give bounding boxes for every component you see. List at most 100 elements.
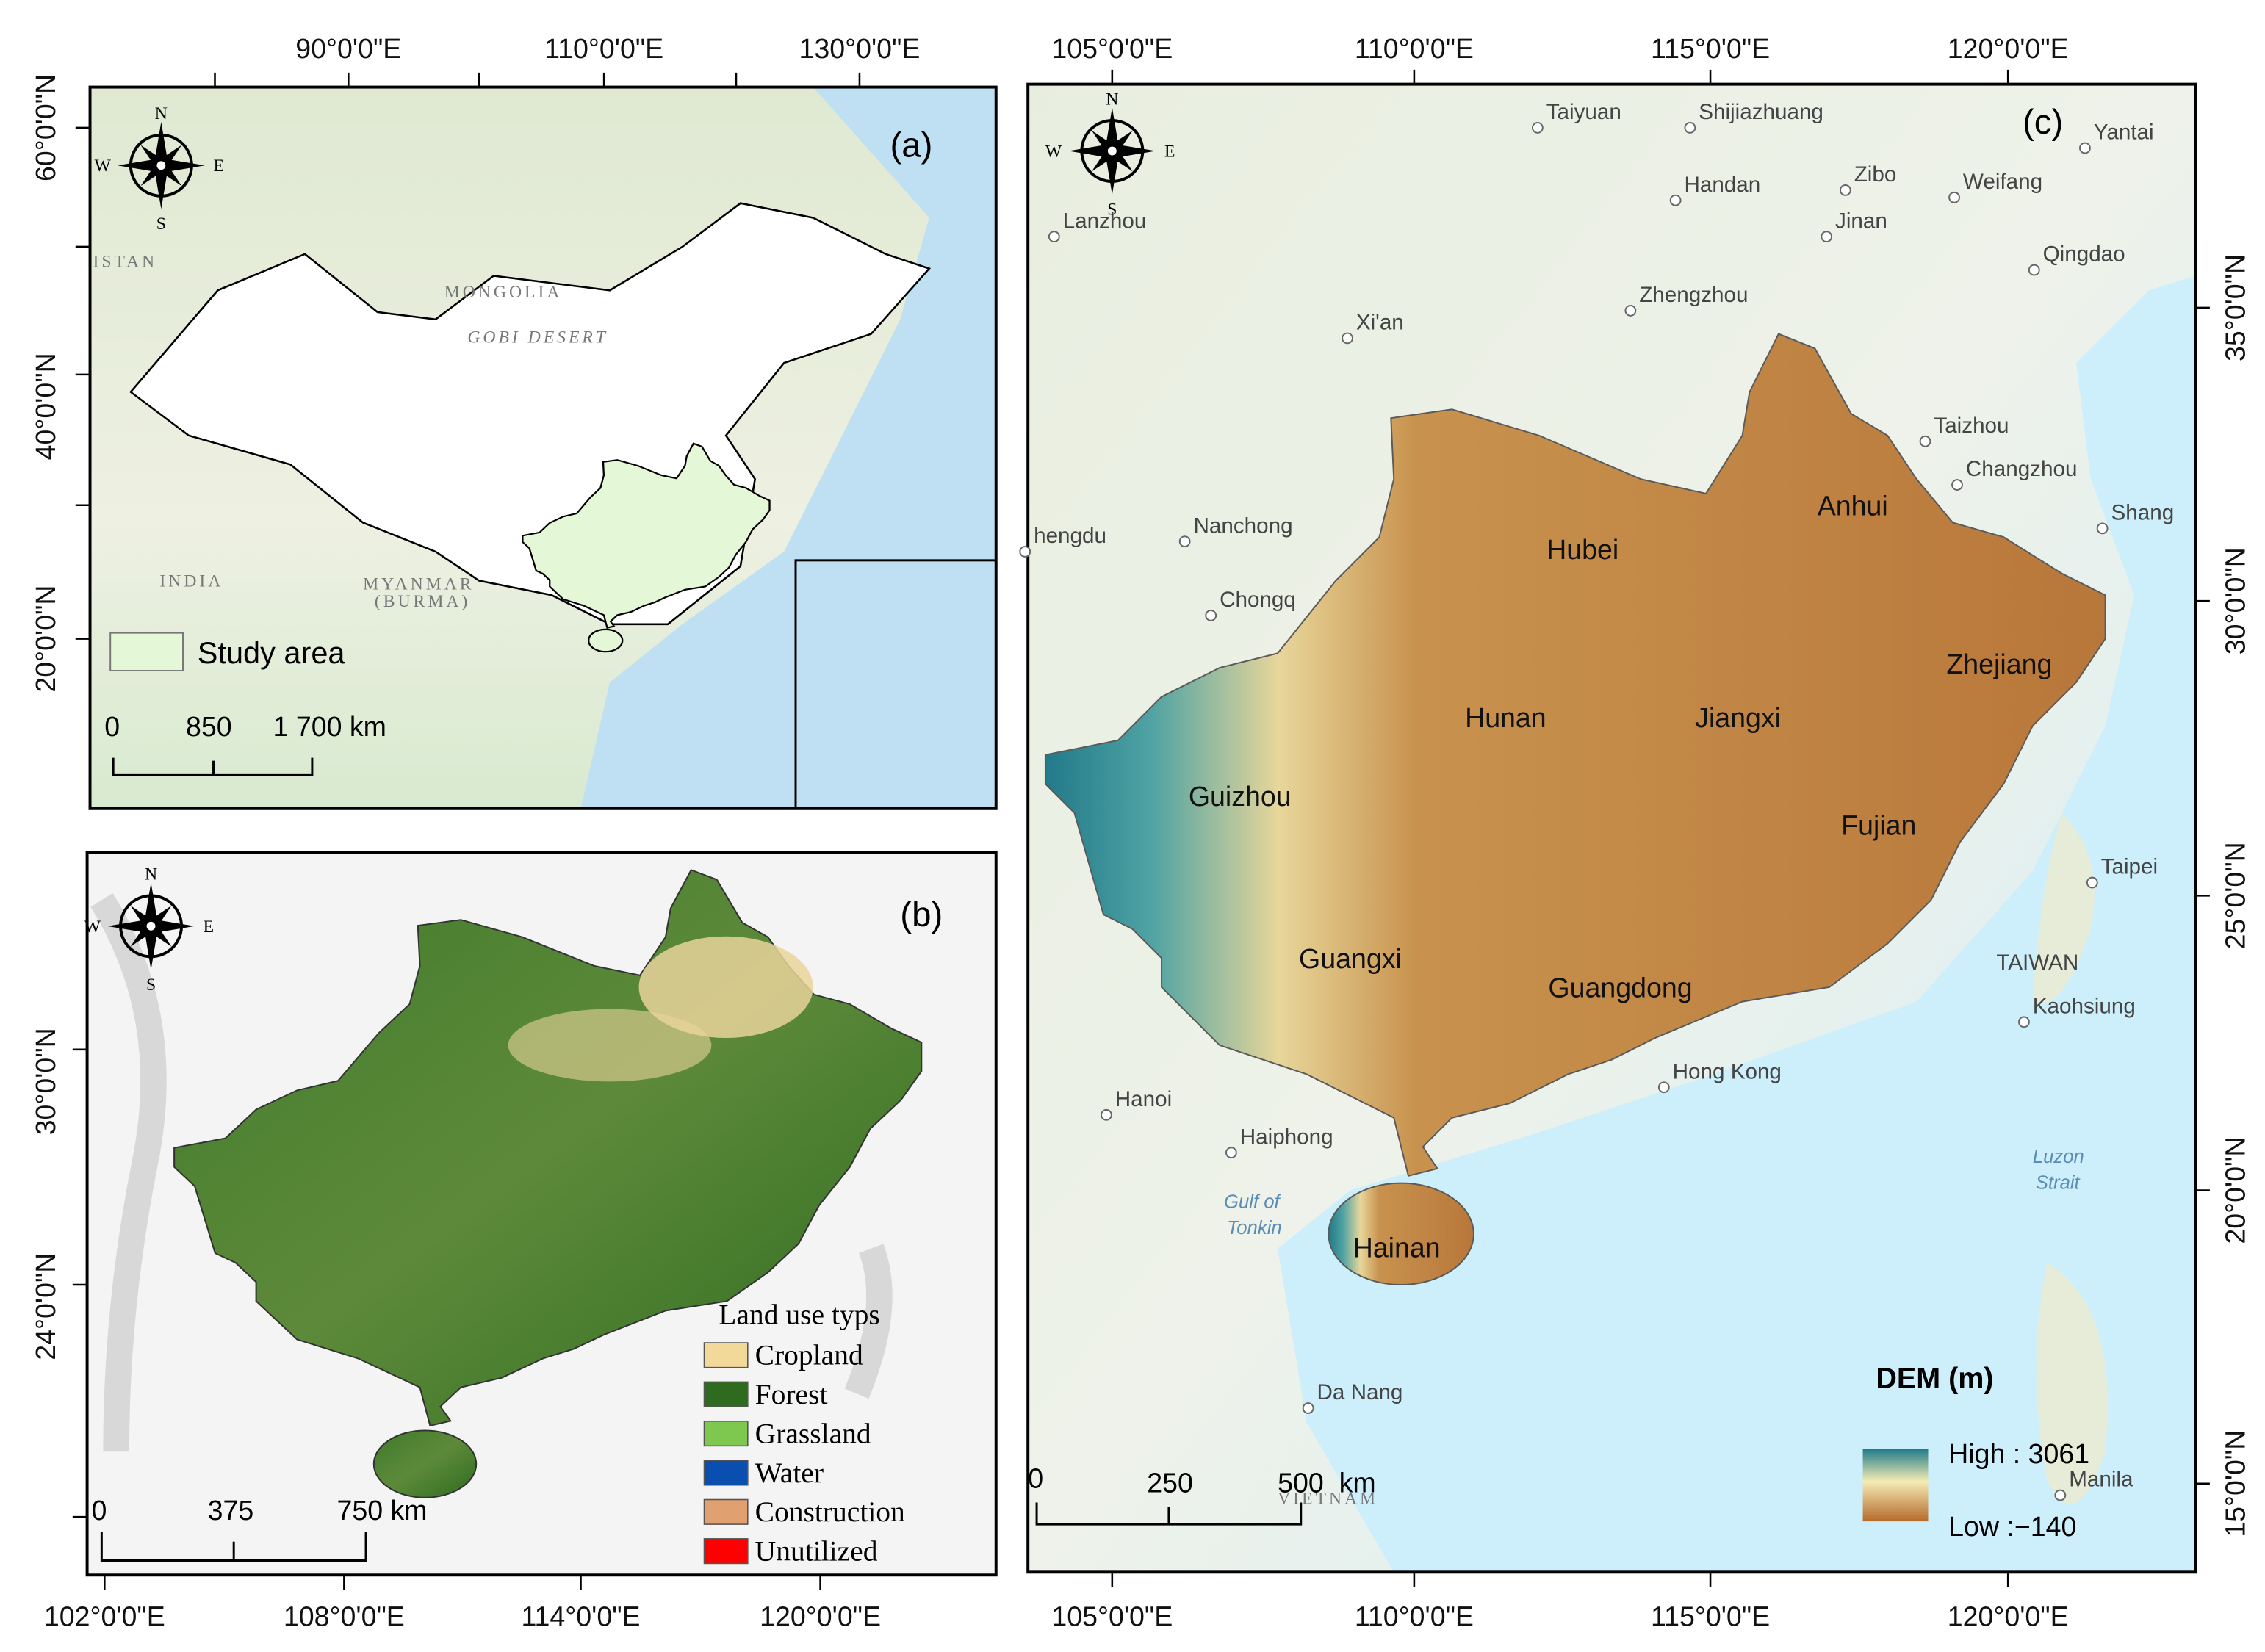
city-label: Shijiazhuang <box>1699 100 1823 124</box>
compass-center <box>156 161 166 170</box>
city-label: Changzhou <box>1966 457 2078 481</box>
legend-swatch <box>703 1538 749 1565</box>
city-dot <box>1951 479 1963 491</box>
tick-label: 35°0'0"N <box>2219 254 2250 361</box>
compass-w: W <box>1045 142 1062 161</box>
city-dot <box>1684 122 1696 134</box>
tick-label: 25°0'0"N <box>2219 842 2250 949</box>
cropland-patch <box>638 936 813 1039</box>
legend-label: Grassland <box>755 1417 871 1449</box>
province-label: Fujian <box>1841 809 1916 840</box>
region-label: TAIWAN <box>1996 951 2078 975</box>
city-label: Shang <box>2111 501 2175 525</box>
city-label: Haiphong <box>1240 1125 1333 1149</box>
g: Taiyuan Shijiazhuang Yantai Lanzhou Handan Zi… <box>1019 100 2175 1508</box>
city-label: Hong Kong <box>1673 1059 1782 1083</box>
map-label: MONGOLIA <box>444 283 563 302</box>
city-label: Hanoi <box>1115 1087 1172 1111</box>
compass: N S E W <box>84 865 215 995</box>
compass-n: N <box>155 104 168 123</box>
city-label: Manila <box>2069 1468 2133 1492</box>
city-dot <box>2096 522 2109 535</box>
legend-label: Water <box>755 1457 824 1489</box>
legend-title: Land use typs <box>719 1298 879 1330</box>
scale-label: 0 <box>104 711 120 742</box>
city-dot <box>2028 264 2040 276</box>
province-label: Guizhou <box>1189 781 1292 812</box>
compass-s: S <box>156 214 166 234</box>
legend-title: DEM (m) <box>1876 1362 1993 1394</box>
tick-label: 105°0'0"E <box>1051 1601 1173 1631</box>
city-label: Lanzhou <box>1063 209 1147 233</box>
cropland-patch <box>508 1009 712 1082</box>
tick-label: 115°0'0"E <box>1651 33 1770 64</box>
island <box>2032 812 2108 1504</box>
province-label: Guangdong <box>1548 973 1692 1003</box>
legend-label: Unutilized <box>755 1534 878 1567</box>
region-label: Luzon <box>2033 1147 2084 1167</box>
city-label: hengdu <box>1034 524 1106 548</box>
city-label: Xi'an <box>1356 311 1404 335</box>
legend-swatch <box>703 1420 749 1447</box>
city-label: Yantai <box>2094 120 2154 145</box>
city-dot <box>2054 1489 2067 1501</box>
tick-marks <box>1111 69 2210 1587</box>
city-dot <box>1019 546 1031 558</box>
city-label: Handan <box>1684 173 1760 197</box>
tick-marks <box>75 72 861 640</box>
legend-label: Cropland <box>755 1339 863 1371</box>
region-label: Tonkin <box>1227 1218 1282 1238</box>
city-label: Da Nang <box>1317 1380 1402 1404</box>
tick-label: 108°0'0"E <box>284 1601 405 1631</box>
g: Cropland Forest Grassland Water Construction… <box>703 1339 905 1567</box>
panel-label: (a) <box>890 126 932 165</box>
city-label: Taizhou <box>1934 414 2009 438</box>
scale-bar <box>1035 1502 1303 1526</box>
tick-label: 105°0'0"E <box>1051 33 1173 64</box>
legend-swatch <box>703 1460 749 1486</box>
compass-n: N <box>1106 90 1118 109</box>
city-dot <box>1178 535 1191 548</box>
sea-c <box>1278 84 2196 1573</box>
province-label: Hainan <box>1353 1232 1441 1263</box>
dem-legend <box>1862 1449 1929 1522</box>
scale-label: 0 <box>1028 1463 1043 1494</box>
city-label: Taipei <box>2101 855 2158 879</box>
inset <box>794 559 998 810</box>
compass: N S E W <box>94 104 224 234</box>
tick-label: 120°0'0"E <box>1948 1601 2069 1631</box>
compass-s: S <box>1107 200 1117 219</box>
city-dot <box>1657 1081 1670 1094</box>
city-dot <box>1342 332 1353 345</box>
scale-bar <box>100 1531 367 1562</box>
city-label: Jinan <box>1835 209 1887 233</box>
scale-label: 0 <box>92 1495 107 1526</box>
compass-e: E <box>204 917 214 937</box>
tick-label: 20°0'0"N <box>2219 1136 2250 1244</box>
legend-label: Construction <box>755 1496 905 1528</box>
scale-label: 500 km <box>1278 1468 1376 1498</box>
tick-label: 114°0'0"E <box>521 1601 640 1631</box>
city-dot <box>1948 191 1960 203</box>
city-label: Taiyuan <box>1546 100 1621 124</box>
legend-swatch <box>703 1342 749 1368</box>
map-label: GOBI DESERT <box>467 328 608 347</box>
city-dot <box>2086 876 2098 889</box>
legend-label: Study area <box>198 635 346 670</box>
map-label: INDIA <box>159 571 223 591</box>
city-dot <box>1821 231 1833 243</box>
city-label: Chongq <box>1220 588 1296 612</box>
tick-label: 15°0'0"N <box>2219 1430 2250 1537</box>
tick-label: 130°0'0"E <box>799 33 921 64</box>
panel-label: (c) <box>2023 103 2063 142</box>
tick-label: 60°0'0"N <box>30 74 61 181</box>
city-dot <box>1531 122 1544 134</box>
panel-label: (b) <box>900 895 943 934</box>
frame-a <box>88 85 998 810</box>
city-label: Zibo <box>1854 162 1897 187</box>
legend-swatch <box>109 632 184 672</box>
province-label: Hubei <box>1546 534 1618 565</box>
city-dot <box>1205 610 1217 621</box>
province-label: Hunan <box>1465 702 1546 733</box>
compass-e: E <box>214 156 224 176</box>
